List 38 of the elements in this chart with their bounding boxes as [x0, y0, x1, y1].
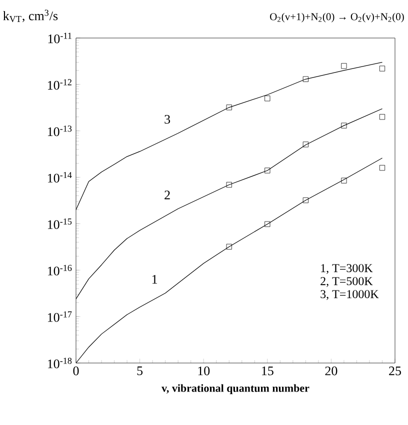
- y-tick-label: 10$^{-16}$: [48, 264, 72, 276]
- series-label: 1: [152, 275, 158, 284]
- annotation: 3, T=1000K: [320, 290, 379, 300]
- y-axis-title: k$_{VT}$, cm$^{3}$/s: [3, 10, 58, 22]
- y-tick-label: 10$^{-18}$: [48, 358, 72, 368]
- point: [264, 96, 270, 102]
- x-tick-label: 25: [389, 366, 401, 376]
- x-tick-label: 10: [198, 366, 210, 376]
- y-tick-label: 10$^{-12}$: [48, 79, 72, 90]
- y-tick-label: 10$^{-15}$: [48, 218, 72, 229]
- point: [379, 114, 386, 120]
- point: [226, 104, 232, 110]
- point: [302, 142, 308, 148]
- series-label: 3: [164, 114, 170, 124]
- y-tick-label: 10$^{-14}$: [48, 172, 72, 183]
- x-axis-title: v, vibrational quantum number: [162, 384, 310, 394]
- point: [302, 76, 308, 82]
- point: [379, 66, 386, 72]
- y-tick-label: 10$^{-13}$: [48, 126, 72, 136]
- point: [226, 182, 232, 188]
- point: [264, 168, 270, 174]
- point: [302, 197, 308, 204]
- x-tick-label: 15: [262, 366, 274, 376]
- point: [264, 221, 270, 227]
- series-label: 2: [164, 190, 170, 200]
- point: [226, 244, 232, 250]
- point: [341, 178, 347, 184]
- x-tick-label: 5: [137, 366, 143, 376]
- chart-title: O$_{2}$(v+1)+N$_{2}$(0) → O$_{2}$(v)+N$_{2}$(0): [270, 12, 404, 22]
- x-tick-label: 0: [73, 366, 79, 376]
- annotation: 2, T=500K: [320, 277, 373, 287]
- x-tick-label: 20: [325, 366, 338, 376]
- y-tick-label: 10$^{-11}$: [48, 32, 72, 44]
- point: [379, 165, 386, 171]
- point: [341, 63, 347, 69]
- y-tick-label: 10$^{-17}$: [48, 311, 72, 322]
- annotation: 1, T=300K: [321, 264, 373, 274]
- point: [341, 122, 347, 128]
